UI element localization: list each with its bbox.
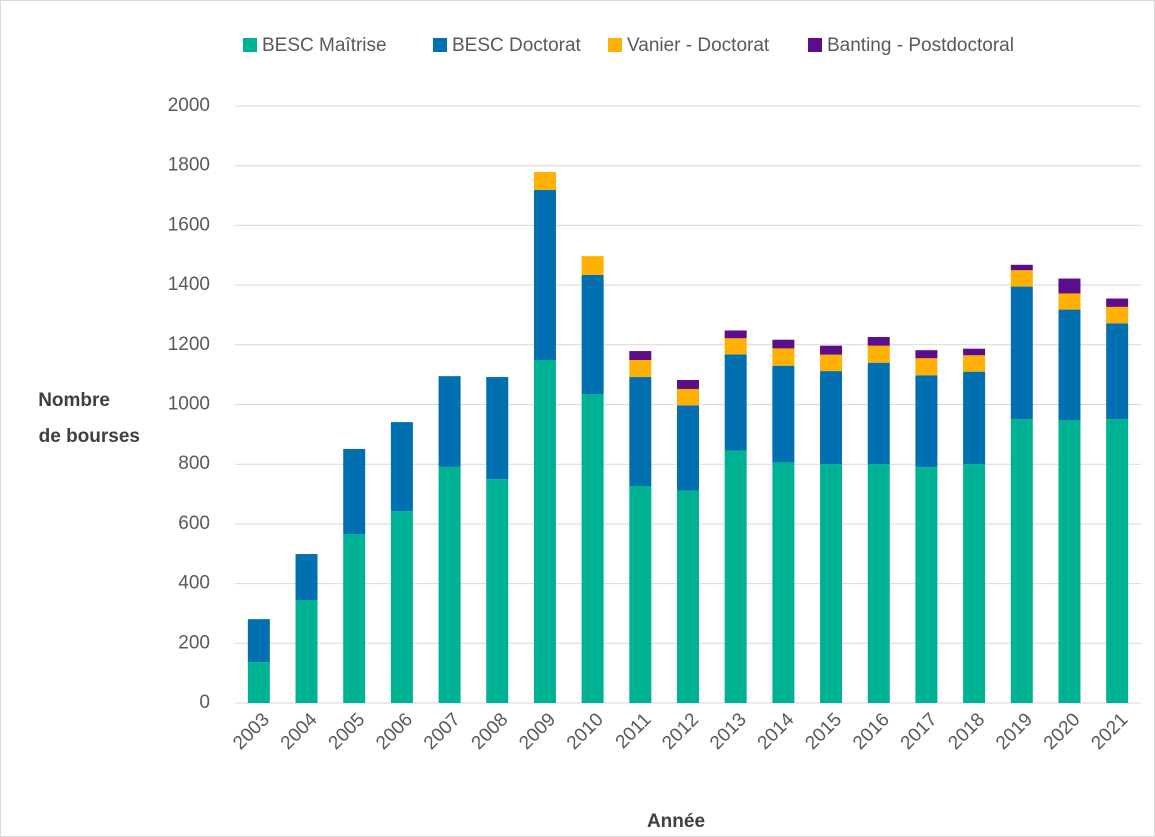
x-axis-label: Année <box>647 811 705 832</box>
bar-segment <box>724 330 747 339</box>
bar-segment <box>820 371 843 465</box>
bar-segment <box>1058 293 1081 310</box>
y-tick-label: 1400 <box>168 274 210 295</box>
y-tick-label: 1200 <box>168 334 210 355</box>
bar-segment <box>915 467 938 703</box>
bar-segment <box>1058 420 1081 703</box>
bar-segment <box>724 338 747 355</box>
bar-segment <box>1106 298 1129 307</box>
bar-segment <box>677 405 699 491</box>
bar-segment <box>390 422 413 512</box>
legend-swatch <box>608 38 622 52</box>
bar-segment <box>963 355 986 372</box>
bar-segment <box>533 189 556 361</box>
bar-segment <box>1106 306 1129 324</box>
bar-segment <box>1058 278 1081 294</box>
bar-segment <box>1058 309 1081 421</box>
bar-segment <box>820 464 843 703</box>
bar-segment <box>867 464 890 703</box>
bar-segment <box>1106 419 1129 703</box>
bar-segment <box>963 464 986 703</box>
bar-segment <box>1106 323 1129 420</box>
legend-label: Vanier - Doctorat <box>627 35 770 56</box>
bar-segment <box>1010 419 1033 703</box>
bar-segment <box>772 365 795 463</box>
legend-label: BESC Doctorat <box>452 35 582 56</box>
bar-segment <box>772 348 795 366</box>
bar-segment <box>438 376 461 467</box>
bar-segment <box>486 377 509 480</box>
bar-segment <box>963 348 986 356</box>
bar-segment <box>915 358 938 376</box>
bar-segment <box>867 362 890 465</box>
bar-segment <box>629 360 652 378</box>
bar-segment <box>867 337 890 346</box>
bar-segment <box>533 171 556 190</box>
bar-segment <box>295 554 318 601</box>
legend-swatch <box>243 38 257 52</box>
bar-segment <box>677 388 699 406</box>
bar-segment <box>629 377 652 486</box>
legend-swatch <box>808 38 822 52</box>
bar-segment <box>1010 264 1033 271</box>
bar-segment <box>867 345 890 363</box>
bar-segment <box>629 351 652 361</box>
y-axis-label-line: Nombre <box>38 390 110 411</box>
bar-segment <box>915 350 938 359</box>
bar-segment <box>677 380 699 389</box>
bar-segment <box>533 360 556 703</box>
bar-segment <box>629 485 652 703</box>
bar-segment <box>247 619 270 663</box>
bar-segment <box>581 394 604 703</box>
y-axis-label-line: de bourses <box>39 426 140 447</box>
y-tick-label: 2000 <box>168 95 210 116</box>
bar-segment <box>724 354 747 451</box>
bar-segment <box>581 274 604 395</box>
bar-segment <box>963 371 986 465</box>
bar-segment <box>581 256 604 275</box>
y-tick-label: 200 <box>178 632 210 653</box>
bar-segment <box>486 479 509 703</box>
bar-segment <box>915 375 938 468</box>
y-tick-label: 400 <box>178 573 210 594</box>
bar-segment <box>1010 270 1033 287</box>
y-tick-label: 0 <box>199 692 210 713</box>
bar-segment <box>724 450 747 703</box>
y-tick-label: 1000 <box>168 394 210 415</box>
legend-swatch <box>433 38 447 52</box>
y-tick-label: 600 <box>178 513 210 534</box>
bar-segment <box>247 662 270 703</box>
bar-segment <box>772 339 795 349</box>
bar-segment <box>343 448 366 535</box>
y-tick-label: 1800 <box>168 155 210 176</box>
bar-segment <box>438 466 461 703</box>
legend-label: Banting - Postdoctoral <box>827 35 1014 56</box>
bar-segment <box>677 490 699 703</box>
bar-segment <box>1010 286 1033 420</box>
bar-segment <box>772 462 795 703</box>
legend-label: BESC Maîtrise <box>262 35 387 56</box>
y-tick-label: 800 <box>178 453 210 474</box>
y-tick-label: 1600 <box>168 214 210 235</box>
bar-segment <box>820 354 843 372</box>
bar-segment <box>343 534 366 703</box>
bar-segment <box>820 345 843 355</box>
bar-segment <box>295 600 318 703</box>
bar-segment <box>390 511 413 703</box>
